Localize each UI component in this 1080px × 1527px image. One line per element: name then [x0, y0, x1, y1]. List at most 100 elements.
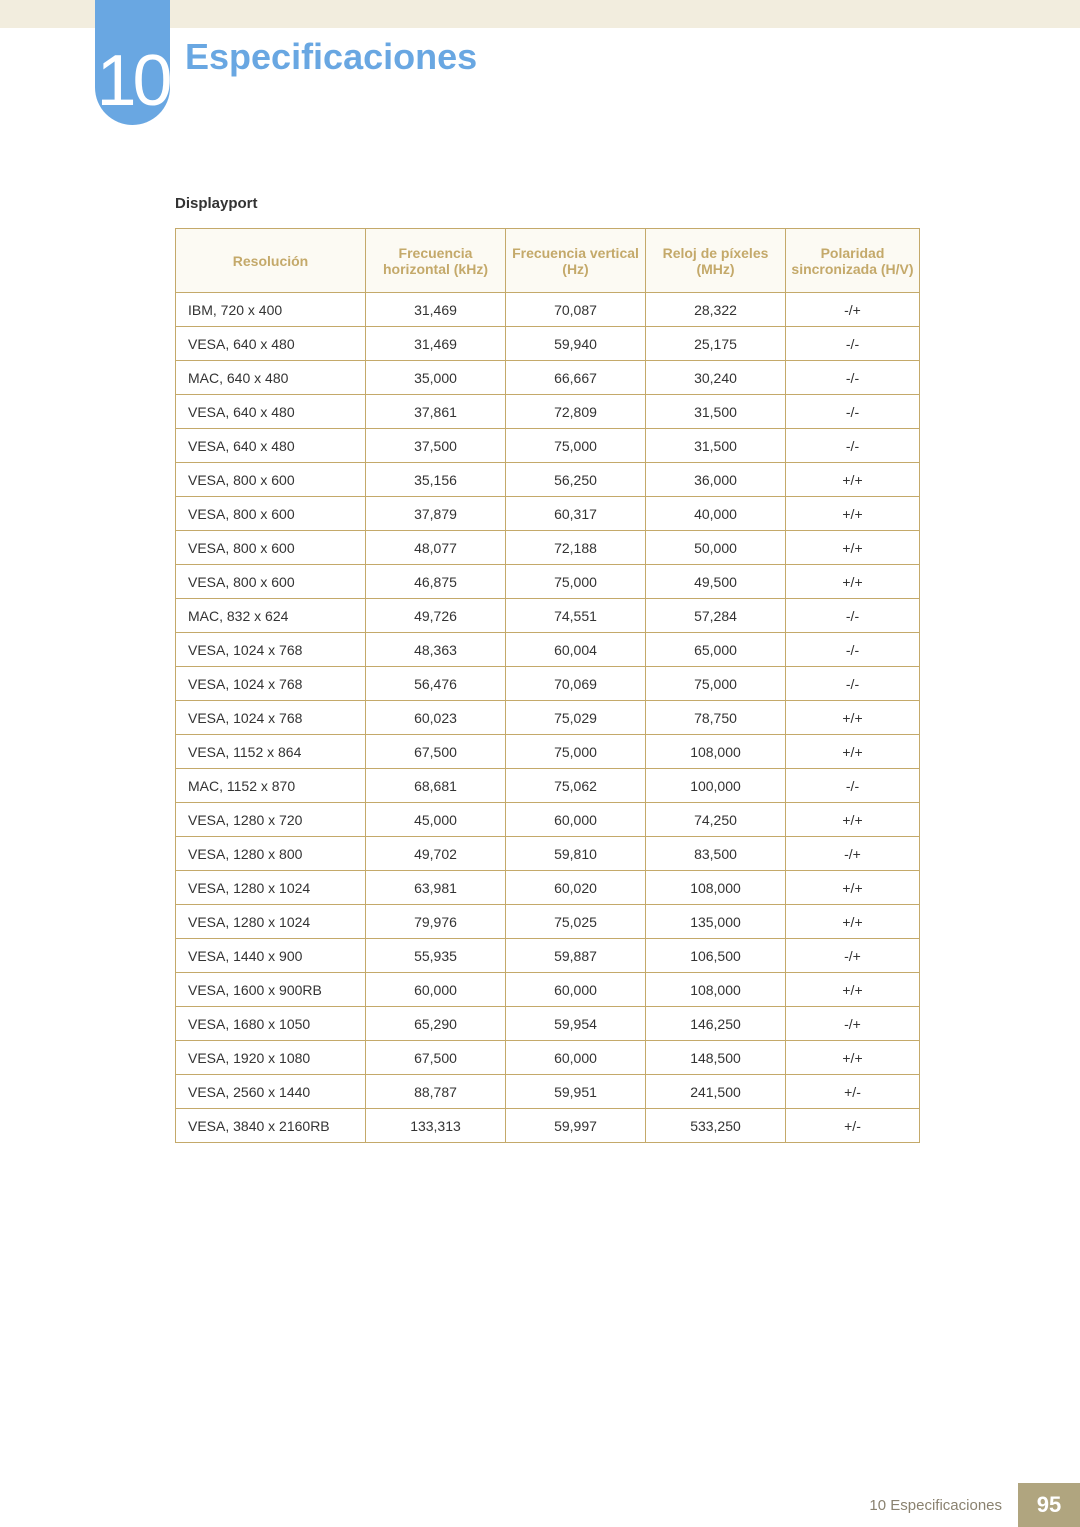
- table-cell: +/+: [786, 463, 920, 497]
- table-cell: 148,500: [646, 1041, 786, 1075]
- table-cell: 60,000: [506, 1041, 646, 1075]
- table-cell: 37,861: [366, 395, 506, 429]
- table-cell: 79,976: [366, 905, 506, 939]
- table-row: VESA, 1024 x 76856,47670,06975,000-/-: [176, 667, 920, 701]
- table-cell: -/-: [786, 327, 920, 361]
- table-cell: 49,702: [366, 837, 506, 871]
- table-row: VESA, 1600 x 900RB60,00060,000108,000+/+: [176, 973, 920, 1007]
- col-polarity: Polaridad sincronizada (H/V): [786, 229, 920, 293]
- table-cell: 133,313: [366, 1109, 506, 1143]
- table-cell: VESA, 1152 x 864: [176, 735, 366, 769]
- table-row: MAC, 1152 x 87068,68175,062100,000-/-: [176, 769, 920, 803]
- footer: 10 Especificaciones 95: [0, 1483, 1080, 1527]
- table-cell: 78,750: [646, 701, 786, 735]
- table-cell: VESA, 800 x 600: [176, 497, 366, 531]
- table-cell: 57,284: [646, 599, 786, 633]
- table-row: VESA, 1920 x 108067,50060,000148,500+/+: [176, 1041, 920, 1075]
- table-cell: 60,000: [366, 973, 506, 1007]
- table-cell: -/-: [786, 361, 920, 395]
- table-cell: VESA, 1920 x 1080: [176, 1041, 366, 1075]
- table-cell: 533,250: [646, 1109, 786, 1143]
- table-cell: 67,500: [366, 1041, 506, 1075]
- table-cell: 146,250: [646, 1007, 786, 1041]
- table-cell: -/-: [786, 769, 920, 803]
- table-cell: MAC, 832 x 624: [176, 599, 366, 633]
- table-cell: 36,000: [646, 463, 786, 497]
- table-cell: VESA, 3840 x 2160RB: [176, 1109, 366, 1143]
- col-vfreq: Frecuencia vertical (Hz): [506, 229, 646, 293]
- table-cell: VESA, 1280 x 1024: [176, 871, 366, 905]
- table-cell: 59,951: [506, 1075, 646, 1109]
- table-row: VESA, 1680 x 105065,29059,954146,250-/+: [176, 1007, 920, 1041]
- table-cell: +/+: [786, 871, 920, 905]
- table-cell: -/-: [786, 633, 920, 667]
- table-cell: -/+: [786, 1007, 920, 1041]
- table-cell: VESA, 1024 x 768: [176, 633, 366, 667]
- table-row: MAC, 832 x 62449,72674,55157,284-/-: [176, 599, 920, 633]
- footer-label: 10 Especificaciones: [853, 1483, 1018, 1527]
- table-cell: 59,810: [506, 837, 646, 871]
- table-cell: 48,077: [366, 531, 506, 565]
- table-cell: -/-: [786, 599, 920, 633]
- table-cell: VESA, 1440 x 900: [176, 939, 366, 973]
- section-label: Displayport: [175, 195, 258, 212]
- table-row: VESA, 1152 x 86467,50075,000108,000+/+: [176, 735, 920, 769]
- table-cell: VESA, 640 x 480: [176, 327, 366, 361]
- table-cell: 31,469: [366, 327, 506, 361]
- table-cell: -/+: [786, 837, 920, 871]
- table-cell: 75,000: [506, 565, 646, 599]
- table-cell: 65,290: [366, 1007, 506, 1041]
- table-row: VESA, 800 x 60037,87960,31740,000+/+: [176, 497, 920, 531]
- table-cell: +/+: [786, 701, 920, 735]
- table-cell: VESA, 640 x 480: [176, 429, 366, 463]
- table-cell: 75,000: [506, 429, 646, 463]
- table-cell: 49,726: [366, 599, 506, 633]
- table-cell: 31,500: [646, 429, 786, 463]
- table-cell: MAC, 1152 x 870: [176, 769, 366, 803]
- table-cell: 46,875: [366, 565, 506, 599]
- table-cell: 59,887: [506, 939, 646, 973]
- table-cell: 75,062: [506, 769, 646, 803]
- table-cell: +/-: [786, 1075, 920, 1109]
- table-cell: -/-: [786, 429, 920, 463]
- table-cell: VESA, 1600 x 900RB: [176, 973, 366, 1007]
- table-cell: VESA, 1680 x 1050: [176, 1007, 366, 1041]
- col-hfreq: Frecuencia horizontal (kHz): [366, 229, 506, 293]
- table-cell: 63,981: [366, 871, 506, 905]
- table-row: VESA, 1024 x 76848,36360,00465,000-/-: [176, 633, 920, 667]
- table-row: MAC, 640 x 48035,00066,66730,240-/-: [176, 361, 920, 395]
- table-cell: +/-: [786, 1109, 920, 1143]
- table-cell: 28,322: [646, 293, 786, 327]
- table-cell: 40,000: [646, 497, 786, 531]
- table-cell: 108,000: [646, 735, 786, 769]
- footer-page-number: 95: [1018, 1483, 1080, 1527]
- table-row: VESA, 1280 x 102479,97675,025135,000+/+: [176, 905, 920, 939]
- chapter-title: Especificaciones: [185, 36, 477, 78]
- table-cell: 83,500: [646, 837, 786, 871]
- col-pixelclock: Reloj de píxeles (MHz): [646, 229, 786, 293]
- table-cell: VESA, 1280 x 720: [176, 803, 366, 837]
- table-cell: +/+: [786, 497, 920, 531]
- table-row: VESA, 2560 x 144088,78759,951241,500+/-: [176, 1075, 920, 1109]
- table-cell: 74,551: [506, 599, 646, 633]
- table-cell: 37,500: [366, 429, 506, 463]
- table-cell: 75,025: [506, 905, 646, 939]
- table-cell: 31,500: [646, 395, 786, 429]
- table-cell: VESA, 1024 x 768: [176, 701, 366, 735]
- chapter-badge: 10: [95, 0, 170, 125]
- table-cell: 88,787: [366, 1075, 506, 1109]
- table-cell: 48,363: [366, 633, 506, 667]
- table-cell: 25,175: [646, 327, 786, 361]
- table-cell: VESA, 800 x 600: [176, 463, 366, 497]
- table-cell: 49,500: [646, 565, 786, 599]
- table-row: VESA, 800 x 60035,15656,25036,000+/+: [176, 463, 920, 497]
- table-cell: 74,250: [646, 803, 786, 837]
- table-cell: 60,020: [506, 871, 646, 905]
- table-cell: VESA, 1024 x 768: [176, 667, 366, 701]
- table-cell: 56,476: [366, 667, 506, 701]
- table-cell: 31,469: [366, 293, 506, 327]
- table-row: VESA, 1440 x 90055,93559,887106,500-/+: [176, 939, 920, 973]
- table-cell: 60,317: [506, 497, 646, 531]
- table-cell: 35,000: [366, 361, 506, 395]
- table-row: IBM, 720 x 40031,46970,08728,322-/+: [176, 293, 920, 327]
